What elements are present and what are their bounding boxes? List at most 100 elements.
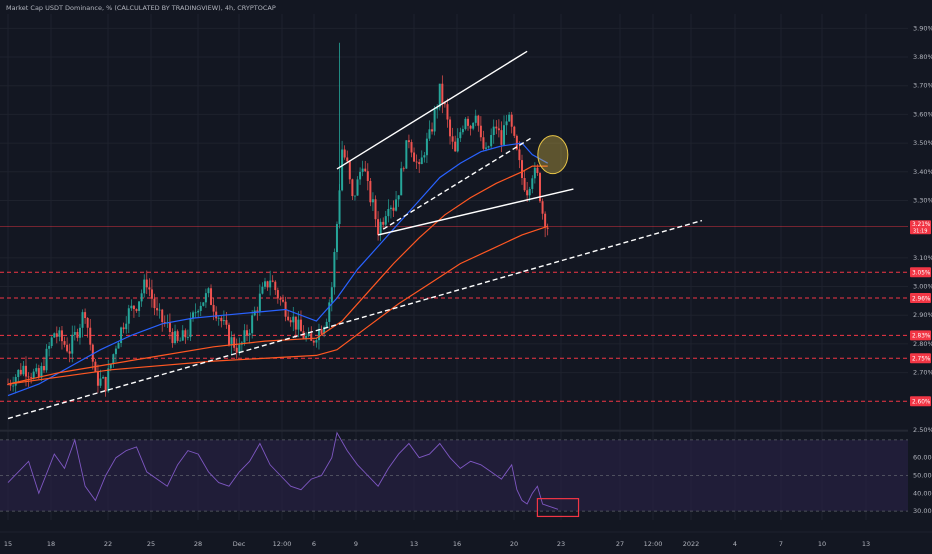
candle-body [212,304,215,312]
x-tick-label: 4 [733,540,737,548]
candle-body [379,221,382,235]
candle-body [459,132,462,139]
candle-body [384,216,387,225]
y-tick-label: 3.10% [913,254,932,262]
candle-body [305,335,308,339]
trendline-dashed [7,219,703,420]
x-tick-label: 12:00 [273,540,292,548]
candle-body [117,343,120,349]
candle-body [531,178,534,189]
candle-body [294,316,297,330]
candle-body [418,162,421,165]
candle-body [130,305,133,309]
candle-body [328,302,331,322]
ema-slow-line [7,165,548,385]
candle-body [500,130,503,145]
candle-body [490,135,493,147]
candle-body [343,149,346,158]
level-label: 2.60% [912,400,931,406]
candle-body [24,365,27,377]
x-tick-label: 15 [4,540,12,548]
x-tick-label: 16 [453,540,461,548]
price-badge [910,220,931,235]
candle-body [256,310,259,312]
candle-body [317,329,320,341]
candle-body [413,152,416,162]
candle-body [132,305,135,310]
candle-body [230,337,233,346]
candle-body [474,115,477,123]
trendline-solid [377,188,574,236]
candle-body [215,311,218,319]
candle-body [464,118,467,130]
x-tick-label: 23 [557,540,565,548]
candle-body [287,316,290,321]
candle-body [271,280,274,282]
candle-body [541,201,544,214]
candle-body [220,317,223,322]
candle-body [467,118,470,126]
candle-body [423,155,426,158]
candle-body [210,288,213,305]
candle-body [341,149,344,191]
candle-body [497,128,500,131]
candle-body [505,121,508,126]
candle-body [78,327,81,338]
candle-body [217,317,220,319]
candle-body [495,126,498,129]
chart-title: Market Cap USDT Dominance, % (CALCULATED… [6,4,276,12]
trendline-dashed [382,136,533,230]
y-tick-label: 3.80% [913,53,932,61]
candle-body [181,330,184,341]
candle-body [45,348,48,371]
candle-body [148,287,151,290]
candle-body [348,161,351,180]
candle-body [269,280,272,288]
candle-body [122,327,125,330]
candle-body [264,281,266,287]
candle-body [9,384,12,386]
candle-body [359,171,362,180]
candle-body [102,376,105,379]
x-tick-label: 12:00 [644,540,663,548]
rsi-tick-label: 50.00 [913,472,932,480]
candle-body [63,341,66,345]
candle-body [402,168,405,170]
candle-body [158,309,161,311]
candle-body [14,377,17,386]
rsi-band [0,439,908,512]
candle-body [323,327,326,334]
candle-body [161,309,164,323]
ema-long-line [7,225,548,385]
candle-body [431,129,434,132]
candle-body [400,168,403,196]
level-label: 2.96% [912,296,931,302]
rsi-line [7,431,559,510]
candle-body [510,114,513,127]
price-countdown: 31:19 [913,228,927,234]
candle-body [76,332,79,338]
candle-body [482,137,485,149]
candle-body [320,329,323,334]
candle-body [199,305,202,311]
candle-body [528,188,531,196]
candle-body [222,320,225,322]
candle-body [12,385,15,387]
candle-body [315,340,318,343]
candle-body [204,293,207,303]
candle-body [55,333,58,337]
candle-body [289,320,292,323]
y-tick-label: 2.90% [913,311,932,319]
candle-body [96,371,99,386]
candle-body [469,125,472,129]
candle-body [86,317,89,328]
x-tick-label: 27 [616,540,624,548]
y-tick-label: 3.90% [913,24,932,32]
candle-body [353,195,356,197]
candle-body [433,109,436,132]
y-tick-label: 3.00% [913,283,932,291]
candle-body [503,125,506,145]
candle-body [361,168,364,172]
candle-body [207,288,210,294]
